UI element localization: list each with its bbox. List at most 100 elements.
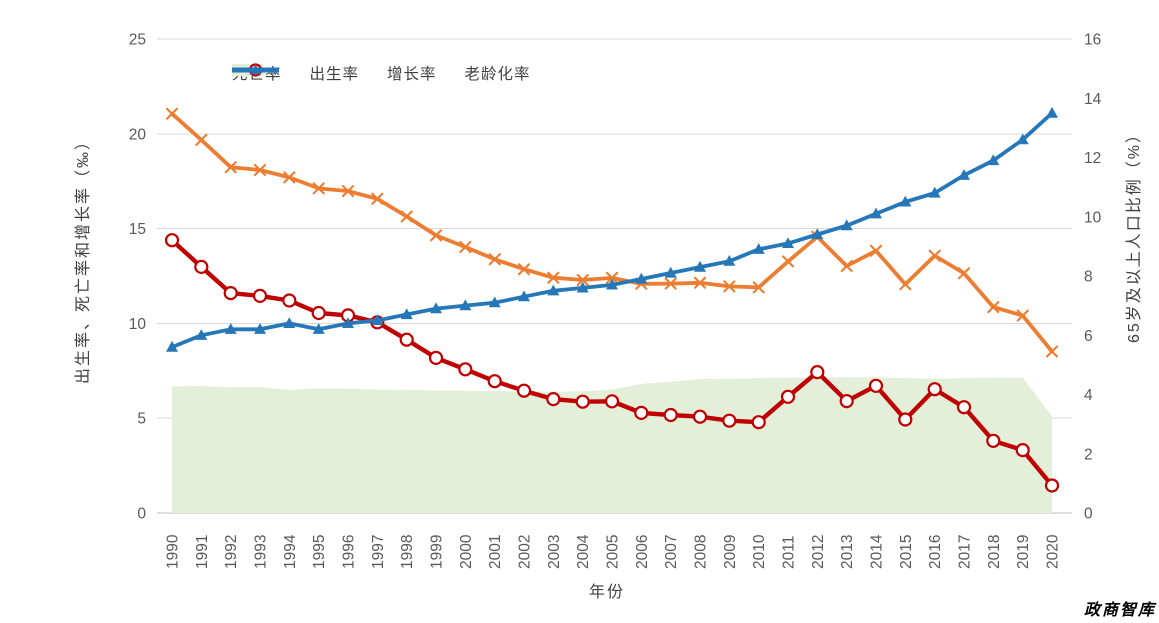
circle-marker — [575, 394, 590, 409]
triangle-marker — [342, 317, 354, 328]
left-axis-title: 出生率、死亡率和增长率（‰） — [74, 132, 92, 384]
right-axis-tick-label: 0 — [1084, 506, 1093, 523]
triangle-marker — [811, 228, 824, 240]
x-marker — [1016, 309, 1029, 322]
triangle-marker — [723, 255, 736, 266]
left-axis-tick-label: 5 — [137, 411, 146, 428]
x-marker — [869, 244, 883, 257]
x-marker — [224, 161, 237, 174]
x-axis-tick-label: 1990 — [165, 534, 182, 569]
birth-rate-series — [165, 107, 1059, 358]
x-marker — [781, 255, 795, 268]
x-axis-tick-label: 2017 — [957, 535, 974, 569]
chart-legend: 死亡率出生率增长率老龄化率 — [232, 62, 531, 84]
right-axis-title: 65岁及以上人口比例（%） — [1125, 125, 1143, 343]
x-axis-tick-label: 2000 — [458, 534, 475, 569]
circle-marker — [458, 362, 473, 377]
x-axis-tick-label: 2001 — [487, 535, 504, 569]
x-marker — [341, 185, 355, 198]
x-marker — [283, 171, 296, 184]
triangle-marker — [576, 281, 589, 293]
x-axis-tick-label: 2011 — [781, 536, 798, 569]
x-marker — [693, 276, 707, 289]
triangle-marker — [312, 323, 325, 334]
x-marker — [899, 278, 912, 291]
legend-label-birth-rate: 出生率 — [309, 66, 360, 83]
x-axis-tick-label: 1997 — [370, 535, 387, 569]
legend-label-aging-rate: 老龄化率 — [464, 66, 531, 83]
legend-item-growth-rate: 增长率 — [232, 62, 437, 84]
triangle-marker — [1016, 133, 1029, 145]
left-axis-tick-label: 10 — [129, 316, 147, 333]
x-marker — [605, 271, 619, 284]
left-axis-tick-label: 15 — [129, 221, 146, 238]
circle-marker — [399, 332, 414, 347]
circle-marker — [604, 394, 620, 409]
x-marker — [987, 301, 1000, 314]
circle-marker — [282, 293, 297, 308]
right-axis-tick-label: 8 — [1084, 269, 1093, 286]
circle-marker — [751, 415, 766, 430]
triangle-marker — [987, 154, 1000, 166]
circle-marker — [634, 405, 649, 420]
triangle-marker — [664, 266, 677, 278]
x-marker — [576, 273, 589, 287]
x-axis-tick-label: 2014 — [869, 534, 886, 569]
triangle-marker — [547, 284, 560, 296]
circle-marker — [986, 433, 1001, 448]
aging-rate-line — [170, 111, 1054, 350]
x-marker — [840, 259, 853, 273]
x-marker — [664, 277, 677, 290]
x-marker — [165, 107, 179, 120]
axis-tick-labels: 0 5 10 15 20 25 0 2 4 6 8 10 12 14 16 1990 1991 1992 1993 1… — [129, 32, 1102, 570]
x-axis-tick-label: 2015 — [898, 535, 915, 569]
right-axis-tick-label: 10 — [1084, 209, 1102, 226]
x-axis-tick-label: 1992 — [223, 535, 240, 569]
x-axis-tick-label: 2003 — [546, 535, 563, 569]
x-axis-tick-label: 1991 — [194, 535, 211, 569]
x-axis-tick-label: 2016 — [927, 535, 944, 569]
triangle-marker — [195, 329, 208, 340]
triangle-marker — [635, 272, 648, 284]
watermark: 政商智库 — [1083, 600, 1156, 619]
x-axis-tick-label: 2002 — [517, 535, 534, 569]
x-axis-tick-label: 1998 — [399, 535, 416, 569]
triangle-marker — [694, 260, 706, 272]
x-marker — [547, 271, 560, 284]
triangle-marker — [1046, 106, 1058, 118]
x-axis-tick-label: 2018 — [986, 535, 1003, 569]
aging-rate-series — [166, 106, 1058, 352]
triangle-marker — [752, 243, 765, 254]
legend-item-aging-rate: 老龄化率 — [232, 62, 531, 84]
circle-marker — [1015, 443, 1030, 458]
x-axis-tick-label: 1999 — [429, 535, 446, 569]
triangle-marker — [870, 207, 882, 219]
triangle-marker — [254, 323, 266, 334]
circle-marker — [1044, 478, 1060, 493]
legend-triangle-swatch-icon — [232, 64, 279, 75]
left-axis-tick-label: 20 — [129, 126, 147, 143]
x-axis-tick-label: 2010 — [751, 534, 768, 569]
left-axis-tick-label: 25 — [129, 32, 146, 49]
circle-marker — [252, 288, 268, 303]
x-axis-tick-label: 2007 — [663, 535, 680, 569]
x-marker — [488, 253, 501, 266]
right-axis-tick-label: 12 — [1084, 150, 1101, 167]
x-axis-tick-label: 1995 — [311, 535, 328, 569]
circle-marker — [311, 305, 326, 321]
x-marker — [517, 263, 531, 276]
circle-marker — [692, 409, 708, 424]
x-axis-tick-label: 2013 — [839, 535, 856, 569]
circle-marker — [194, 259, 209, 274]
triangle-marker — [928, 186, 941, 198]
triangle-marker — [459, 299, 472, 311]
x-marker — [723, 280, 736, 293]
x-marker — [253, 163, 267, 177]
x-marker — [459, 240, 472, 254]
right-axis-tick-label: 2 — [1084, 446, 1093, 463]
x-marker — [957, 267, 971, 280]
x-axis-tick-label: 2006 — [634, 535, 651, 569]
x-marker — [312, 182, 325, 195]
